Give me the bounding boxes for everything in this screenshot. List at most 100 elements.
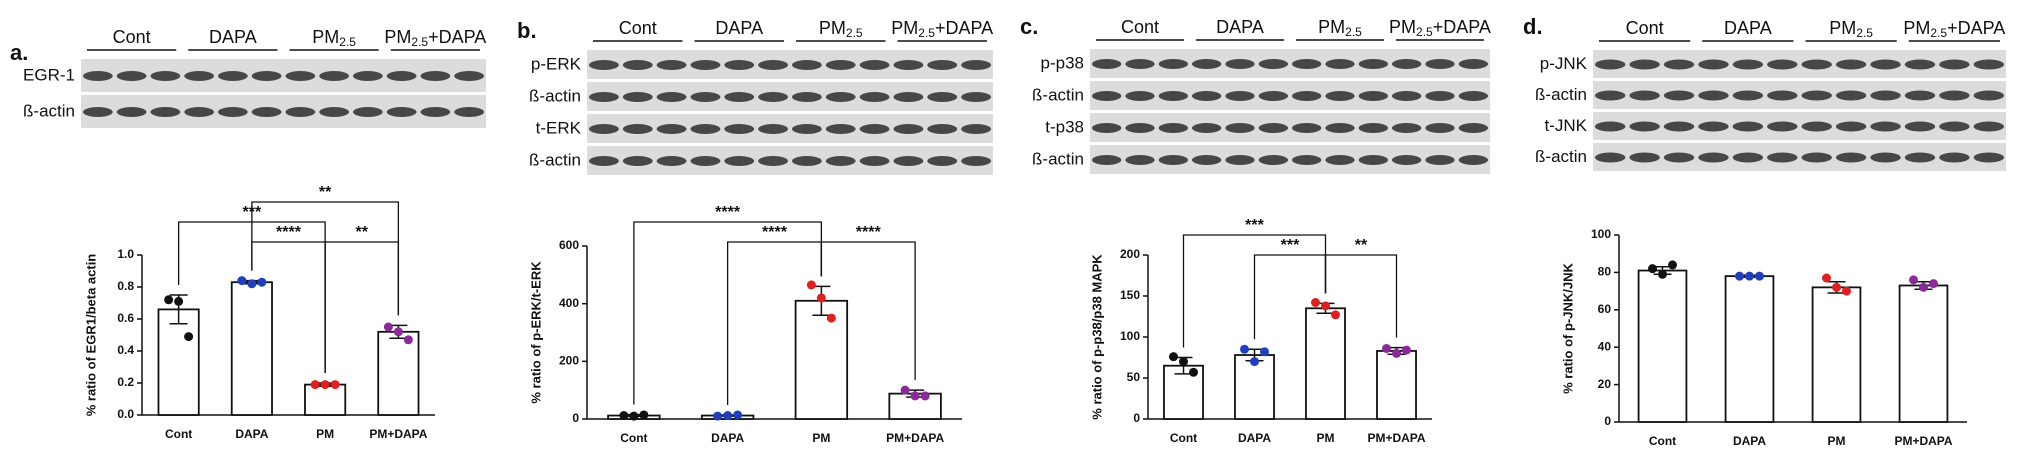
blot-band xyxy=(1801,59,1832,70)
data-point xyxy=(1189,367,1198,377)
blot-band xyxy=(1092,91,1122,101)
blot-band xyxy=(1225,123,1255,133)
blot-band xyxy=(420,71,451,81)
group-label-sub: 2.5 xyxy=(1930,26,1947,40)
x-tick-label: Cont xyxy=(1170,431,1197,445)
group-label-text: PM xyxy=(312,27,339,47)
data-point xyxy=(1321,301,1330,311)
significance-label: **** xyxy=(276,224,302,241)
blot-band xyxy=(285,71,316,81)
data-point xyxy=(723,411,733,421)
y-axis-label: % ratio of p-ERK/t-ERK xyxy=(528,261,543,404)
blot-band xyxy=(319,71,349,81)
group-label: Cont xyxy=(1121,17,1159,37)
blot-band xyxy=(1904,121,1936,132)
blot-row-label: t-JNK xyxy=(1545,116,1588,135)
y-tick-label: 600 xyxy=(559,238,579,252)
blot-band xyxy=(1258,155,1289,165)
blot-band xyxy=(1225,59,1255,69)
y-tick-label: 0.6 xyxy=(117,311,134,325)
blot-row xyxy=(587,114,993,143)
blot-band xyxy=(1358,91,1389,101)
blot-band xyxy=(1392,59,1422,69)
data-point xyxy=(1832,282,1841,292)
data-point xyxy=(1929,279,1938,289)
y-tick-label: 50 xyxy=(1127,370,1141,384)
group-label: PM2.5+DAPA xyxy=(1903,18,2005,40)
blot-band xyxy=(622,92,653,102)
blot-band xyxy=(1973,152,2004,163)
group-label: PM2.5+DAPA xyxy=(891,18,993,40)
blot-band xyxy=(690,156,721,166)
group-label: PM2.5 xyxy=(819,18,863,40)
blot-band xyxy=(589,92,619,102)
group-label-text: Cont xyxy=(113,27,151,47)
blot-band xyxy=(83,107,113,117)
blot-band xyxy=(1158,59,1189,69)
group-label-text: PM xyxy=(819,18,846,38)
blot-band xyxy=(1835,59,1867,70)
y-tick-label: 20 xyxy=(1598,377,1612,391)
blot-band xyxy=(825,60,856,70)
blot-band xyxy=(724,124,755,134)
blot-band xyxy=(1629,152,1660,163)
data-point xyxy=(1648,264,1657,274)
data-point xyxy=(1658,269,1667,279)
blot-row-label: ß-actin xyxy=(1032,85,1084,104)
blot-band xyxy=(150,107,181,117)
blot-band xyxy=(961,124,991,134)
x-tick-label: PM+DAPA xyxy=(886,431,944,445)
blot-band xyxy=(1629,121,1660,132)
blot-band xyxy=(859,60,890,70)
blot-band xyxy=(961,156,991,166)
blot-band xyxy=(1595,121,1626,132)
blot-row xyxy=(587,82,993,111)
blot-band xyxy=(1973,59,2004,70)
blot-band xyxy=(1192,155,1222,165)
data-point xyxy=(1755,271,1764,281)
x-tick-label: DAPA xyxy=(711,431,744,445)
blot-band xyxy=(724,92,755,102)
blot-band xyxy=(927,60,958,70)
blot-band xyxy=(83,71,113,81)
blot-row-label: p-ERK xyxy=(531,54,582,73)
panel-label: d. xyxy=(1523,14,1543,39)
blot-band xyxy=(1663,152,1695,163)
blot-band xyxy=(1125,123,1155,133)
data-point xyxy=(1735,271,1744,281)
blot-band xyxy=(1939,121,1970,132)
blot-band xyxy=(961,92,991,102)
x-tick-label: DAPA xyxy=(235,427,268,441)
data-point xyxy=(403,335,413,345)
x-tick-label: PM xyxy=(1828,434,1846,448)
group-label-text: PM xyxy=(891,18,918,38)
blot-band xyxy=(1904,59,1936,70)
significance-label: ** xyxy=(356,224,369,241)
blot-band xyxy=(893,156,924,166)
blot-band xyxy=(622,156,653,166)
blot-band xyxy=(1258,91,1289,101)
blot-band xyxy=(690,124,721,134)
group-label-text: DAPA xyxy=(209,27,257,47)
blot-band xyxy=(1425,123,1455,133)
y-axis-label: % ratio of EGR1/beta actin xyxy=(83,254,98,417)
y-tick-label: 200 xyxy=(559,354,579,368)
group-label: DAPA xyxy=(1724,18,1772,38)
group-label-suffix: +DAPA xyxy=(935,18,993,38)
x-tick-label: PM+DAPA xyxy=(1367,431,1425,445)
blot-band xyxy=(1358,123,1389,133)
blot-band xyxy=(1939,90,1970,101)
group-label: DAPA xyxy=(1216,17,1264,37)
blot-band xyxy=(859,124,890,134)
blot-band xyxy=(116,107,147,117)
blot-band xyxy=(1904,90,1936,101)
data-point xyxy=(816,293,826,303)
group-label-suffix: +DAPA xyxy=(428,27,486,47)
blot-band xyxy=(1732,90,1764,101)
group-label: Cont xyxy=(113,27,151,47)
blot-band xyxy=(1870,121,1901,132)
group-label-text: DAPA xyxy=(715,18,763,38)
data-point xyxy=(1240,344,1249,354)
blot-band xyxy=(1325,123,1355,133)
blot-band xyxy=(622,124,653,134)
